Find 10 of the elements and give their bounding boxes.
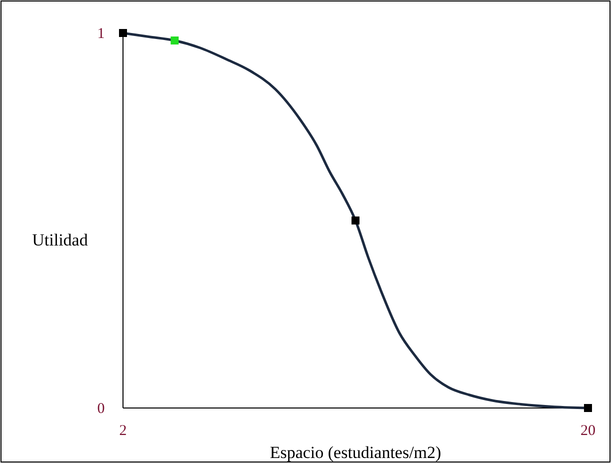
y-tick-label: 1 — [97, 26, 105, 42]
point — [584, 404, 592, 412]
point — [352, 216, 360, 224]
point — [119, 29, 127, 37]
point — [170, 36, 179, 44]
x-axis-title: Espacio (estudiantes/m2) — [270, 443, 442, 462]
y-axis-title: Utilidad — [32, 230, 88, 250]
x-tick-label: 20 — [580, 423, 596, 439]
y-tick-label: 0 — [97, 401, 105, 417]
x-tick-label: 2 — [119, 423, 127, 439]
